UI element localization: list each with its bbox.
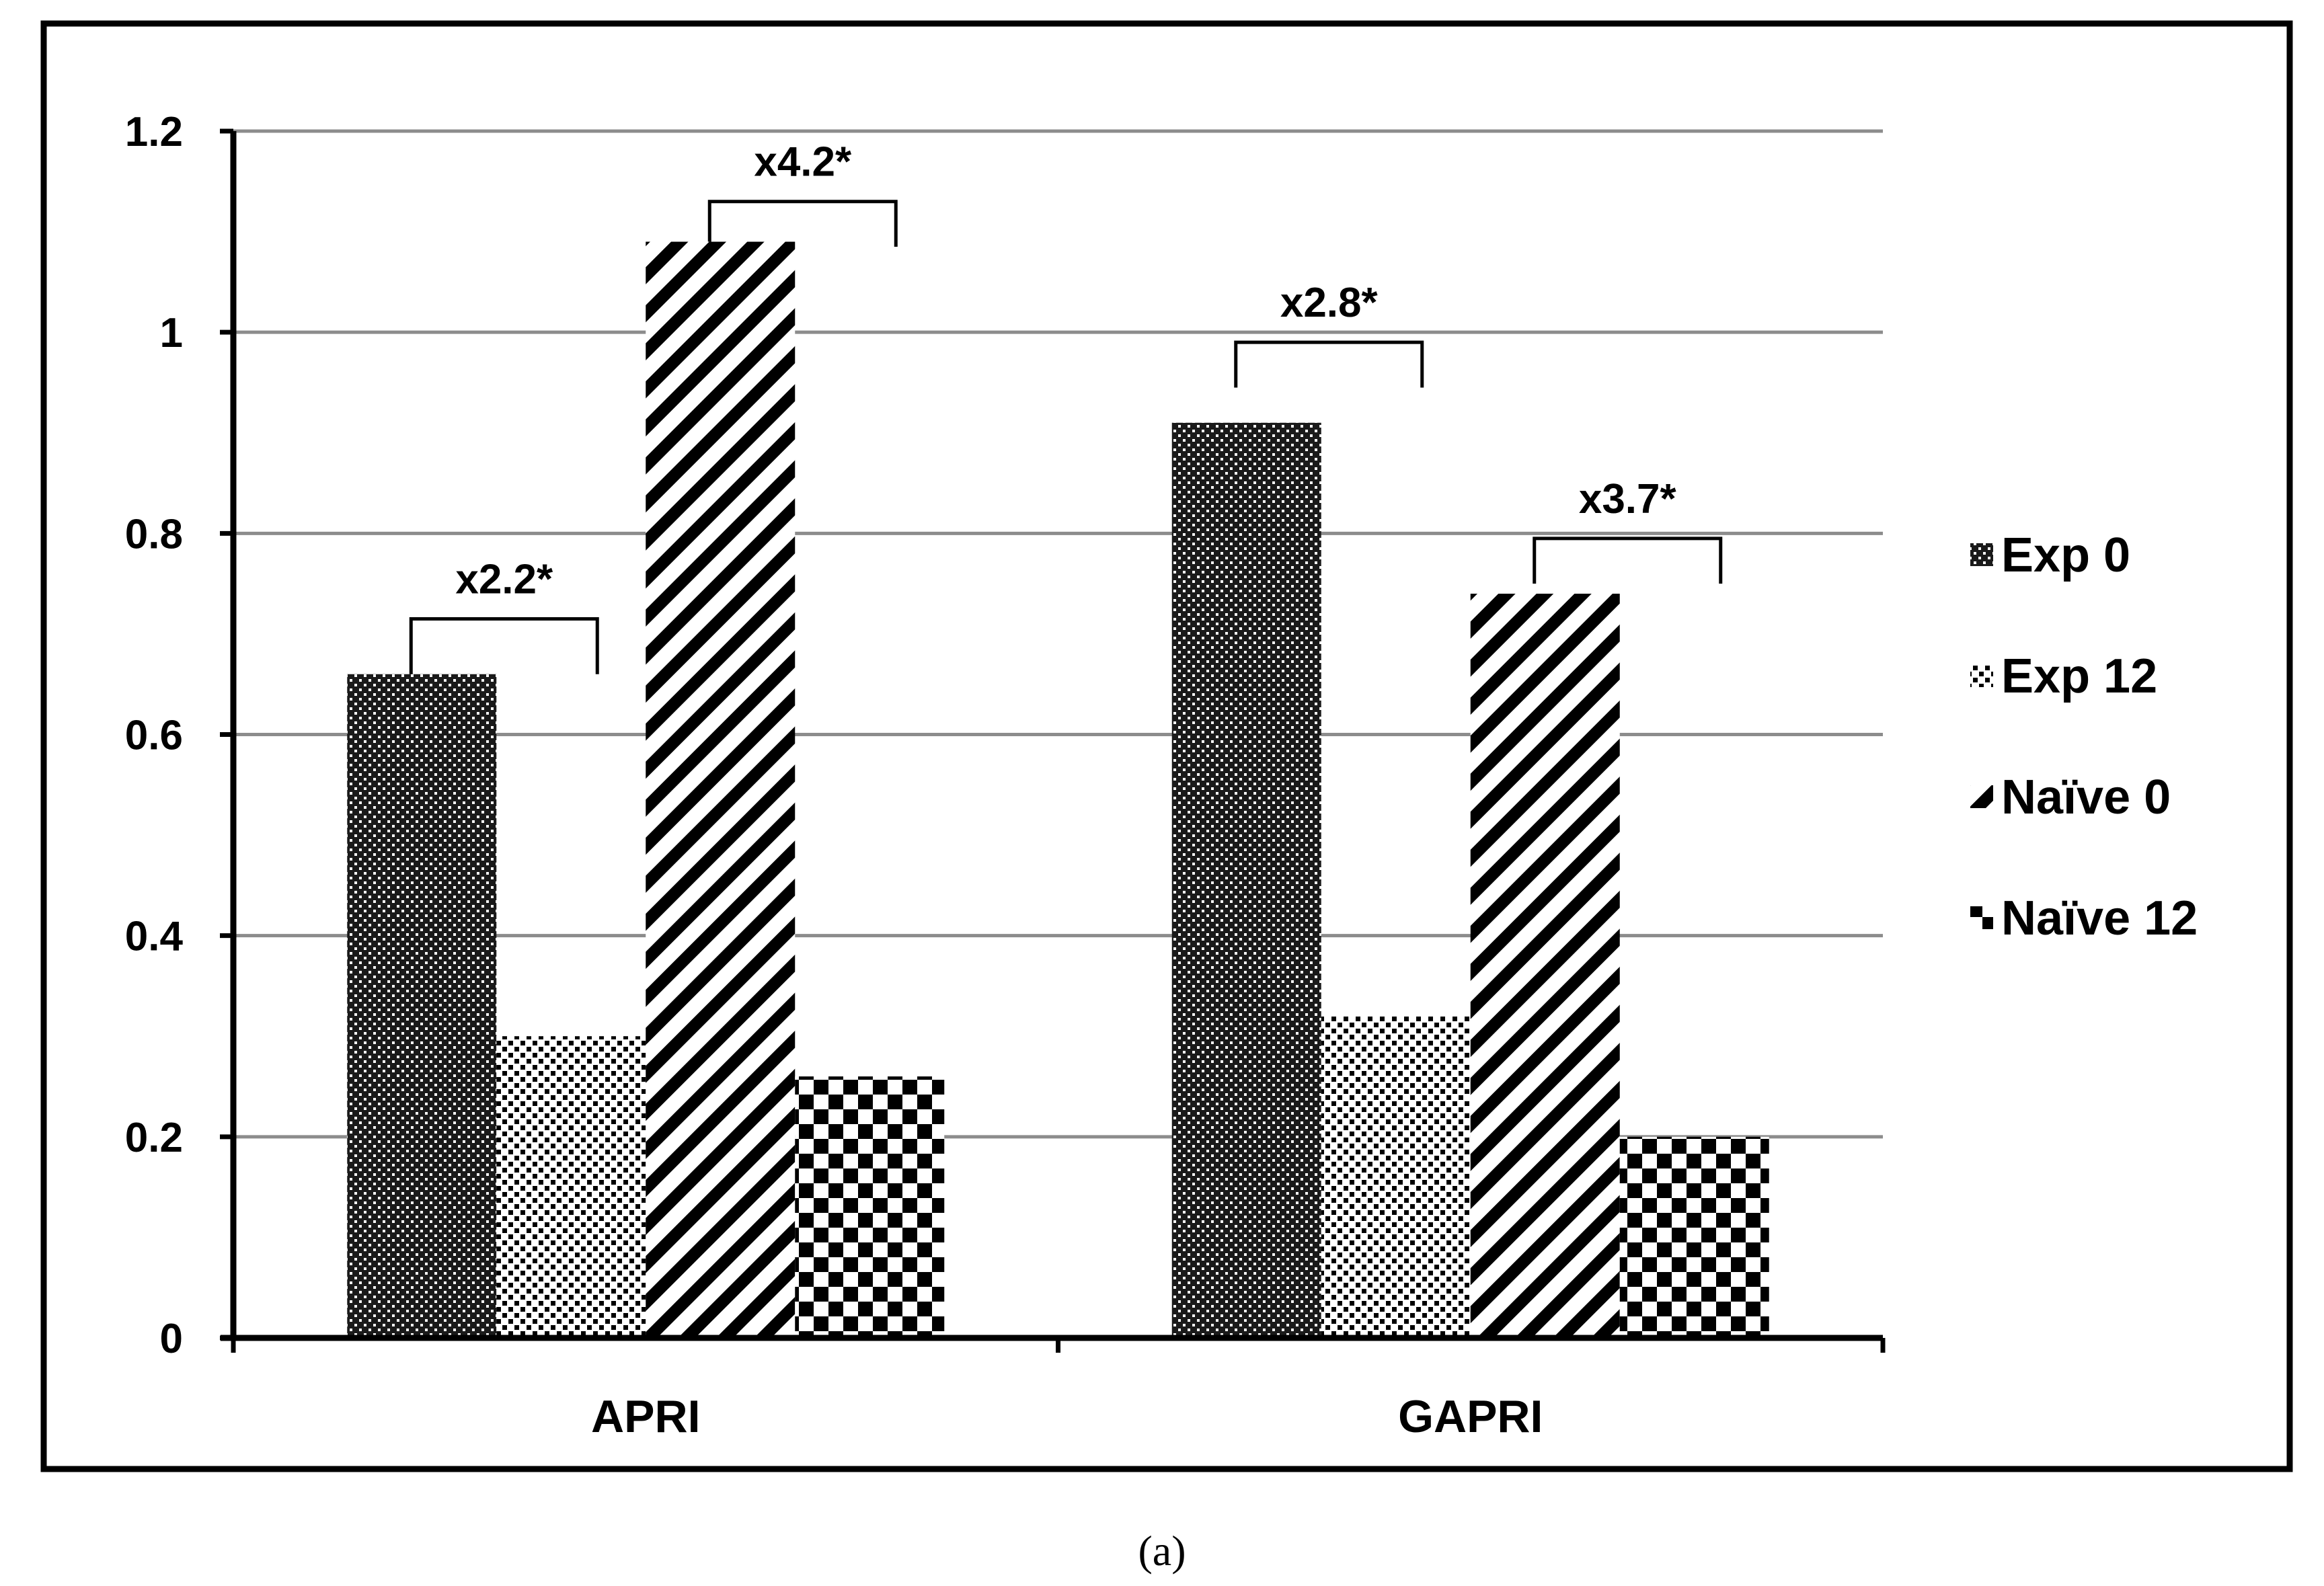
chart-frame: [40, 20, 2293, 1472]
annotations: x2.2* x4.2* x2.8* x3.7*: [409, 139, 1723, 674]
legend-swatch: [1970, 785, 1993, 808]
x-category-label: APRI: [591, 1391, 700, 1442]
bar: [496, 1036, 646, 1338]
significance-label: x2.8*: [1280, 280, 1379, 326]
bar: [347, 674, 497, 1338]
significance-label: x3.7*: [1579, 476, 1677, 522]
legend-swatch: [1970, 906, 1993, 929]
legend-label: Exp 0: [2001, 528, 2130, 582]
legend-swatch: [1970, 664, 1993, 687]
bar: [1619, 1136, 1769, 1338]
legend-label: Naïve 12: [2001, 891, 2198, 945]
y-tick-label: 1: [160, 310, 183, 356]
significance-bracket: [409, 617, 599, 674]
bar: [1171, 422, 1321, 1338]
bar: [795, 1076, 945, 1338]
figure-caption: (a): [1138, 1527, 1186, 1575]
y-tick-label: 0.4: [125, 914, 184, 960]
legend: Exp 0 Exp 12 Naïve 0 Naïve 12: [1970, 528, 2198, 945]
bar: [1321, 1016, 1471, 1338]
y-tick-label: 0.2: [125, 1115, 183, 1161]
y-tick-label: 1.2: [125, 109, 183, 155]
significance-bracket: [707, 200, 898, 247]
significance-label: x4.2*: [754, 139, 852, 186]
y-tick-label: 0: [160, 1316, 183, 1362]
legend-swatch: [1970, 543, 1993, 566]
legend-label: Naïve 0: [2001, 770, 2171, 824]
bar: [646, 241, 796, 1339]
y-tick-label: 0.8: [125, 511, 183, 557]
significance-label: x2.2*: [455, 556, 553, 602]
y-tick-label: 0.6: [125, 713, 183, 759]
bars: [347, 241, 1769, 1339]
legend-label: Exp 12: [2001, 649, 2157, 703]
significance-bracket: [1533, 537, 1723, 584]
axis-ticks: 0 0.2 0.4 0.6 0.8 1 1.2 APRI GAPRI: [125, 109, 1886, 1442]
bar: [1470, 594, 1620, 1339]
x-category-label: GAPRI: [1398, 1391, 1543, 1442]
significance-bracket: [1234, 340, 1424, 388]
